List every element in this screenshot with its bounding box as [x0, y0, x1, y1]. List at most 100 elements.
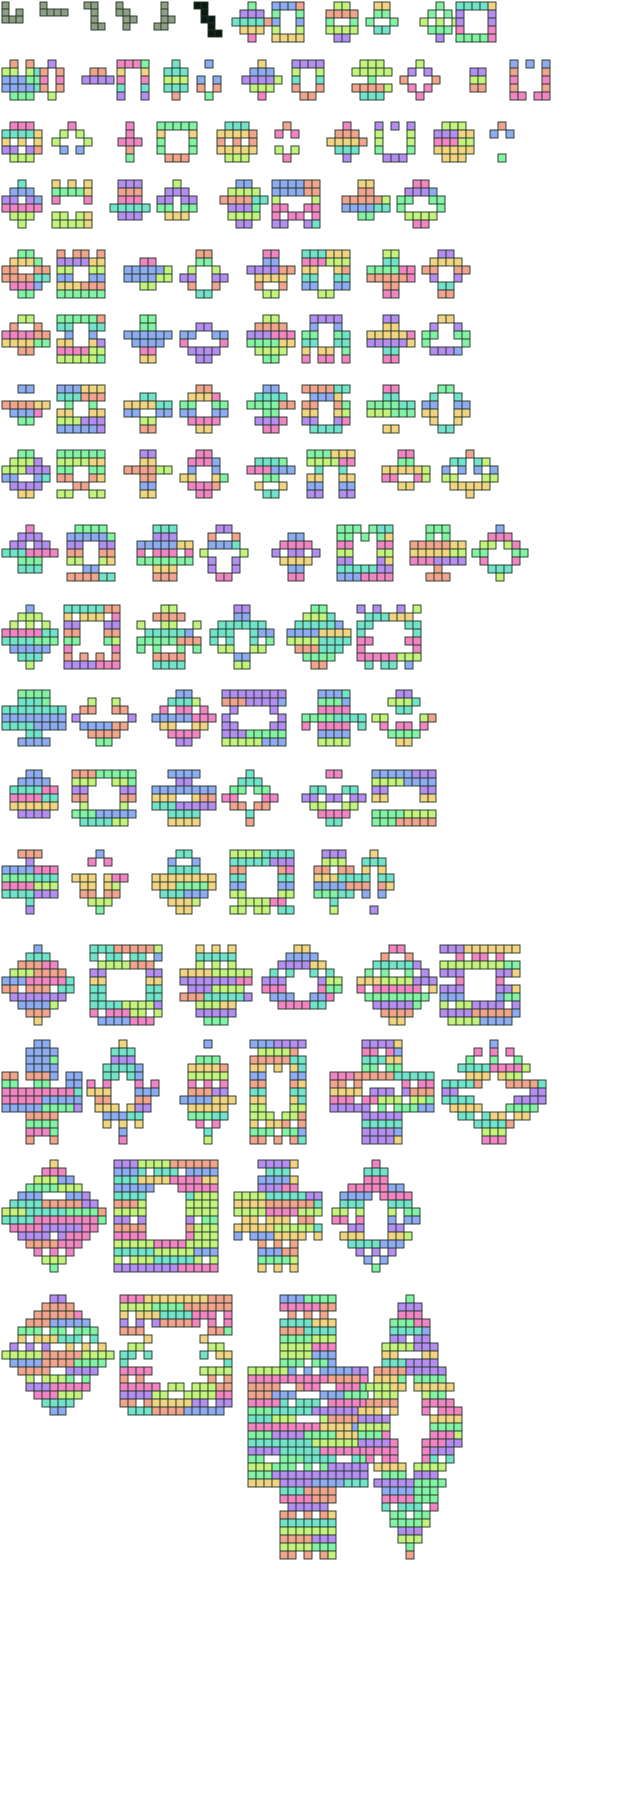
- cell: [369, 1055, 379, 1065]
- cell: [249, 620, 259, 630]
- cell: [505, 1071, 515, 1081]
- cell: [341, 338, 351, 348]
- cell: [505, 1119, 515, 1129]
- cell: [193, 1247, 203, 1257]
- cell: [413, 1318, 423, 1328]
- cell: [151, 1318, 161, 1328]
- cell: [441, 465, 451, 475]
- cell: [295, 532, 305, 542]
- cell: [9, 211, 19, 221]
- cell: [277, 697, 287, 707]
- cell: [119, 801, 129, 811]
- cell: [203, 489, 213, 499]
- cell: [351, 1478, 361, 1488]
- cell: [333, 705, 343, 715]
- cell: [41, 1350, 51, 1360]
- cell: [371, 1263, 381, 1273]
- cell: [96, 257, 106, 267]
- cell: [269, 705, 279, 715]
- cell: [273, 75, 283, 85]
- figure: [179, 449, 229, 499]
- cell: [125, 121, 135, 131]
- cell: [132, 59, 142, 69]
- cell: [49, 801, 59, 811]
- cell: [25, 857, 35, 867]
- cell: [141, 203, 151, 213]
- cell: [381, 1358, 391, 1368]
- cell: [25, 524, 35, 534]
- cell: [421, 1478, 431, 1488]
- cell: [338, 449, 348, 459]
- cell: [257, 83, 267, 93]
- cell: [145, 992, 155, 1002]
- cell: [311, 1494, 321, 1504]
- figure: [71, 849, 129, 915]
- cell: [333, 249, 343, 259]
- cell: [185, 1207, 195, 1217]
- cell: [147, 392, 157, 402]
- cell: [201, 1239, 211, 1249]
- cell: [321, 881, 331, 891]
- cell: [96, 314, 106, 324]
- cell: [203, 249, 213, 259]
- cell: [364, 636, 374, 646]
- cell: [72, 314, 82, 324]
- cell: [279, 1534, 289, 1544]
- cell: [187, 481, 197, 491]
- cell: [80, 416, 90, 426]
- cell: [51, 187, 61, 197]
- cell: [393, 1119, 403, 1129]
- cell: [235, 211, 245, 221]
- cell: [111, 889, 121, 899]
- cell: [325, 17, 335, 27]
- cell: [95, 729, 105, 739]
- cell: [211, 960, 221, 970]
- cell: [361, 1095, 371, 1105]
- cell: [87, 604, 97, 614]
- cell: [86, 1079, 96, 1089]
- cell: [376, 540, 386, 550]
- cell: [119, 1326, 129, 1336]
- cell: [193, 1167, 203, 1177]
- cell: [431, 75, 441, 85]
- cell: [156, 195, 166, 205]
- figure: [221, 769, 279, 827]
- cell: [381, 1462, 391, 1472]
- cell: [361, 1071, 371, 1081]
- cell: [412, 652, 422, 662]
- cell: [361, 1047, 371, 1057]
- cell: [281, 1127, 291, 1137]
- cell: [303, 1462, 313, 1472]
- cell: [177, 1255, 187, 1265]
- cell: [249, 644, 259, 654]
- figure: [179, 384, 229, 434]
- cell: [155, 400, 165, 410]
- cell: [191, 857, 201, 867]
- cell: [145, 1016, 155, 1026]
- cell: [203, 257, 213, 267]
- cell: [219, 952, 229, 962]
- cell: [147, 465, 157, 475]
- cell: [396, 992, 406, 1002]
- cell: [465, 489, 475, 499]
- cell: [65, 1095, 75, 1105]
- cell: [41, 1055, 51, 1065]
- cell: [396, 203, 406, 213]
- cell: [449, 481, 459, 491]
- cell: [175, 1294, 185, 1304]
- figure: [199, 524, 249, 582]
- cell: [437, 1422, 447, 1432]
- cell: [317, 249, 327, 259]
- cell: [188, 145, 198, 155]
- cell: [381, 1342, 391, 1352]
- cell: [167, 729, 177, 739]
- cell: [113, 1016, 123, 1026]
- cell: [129, 1167, 139, 1177]
- cell: [1, 129, 11, 139]
- cell: [336, 564, 346, 574]
- cell: [199, 1302, 209, 1312]
- cell: [341, 705, 351, 715]
- cell: [87, 660, 97, 670]
- cell: [147, 257, 157, 267]
- figure: [471, 524, 529, 582]
